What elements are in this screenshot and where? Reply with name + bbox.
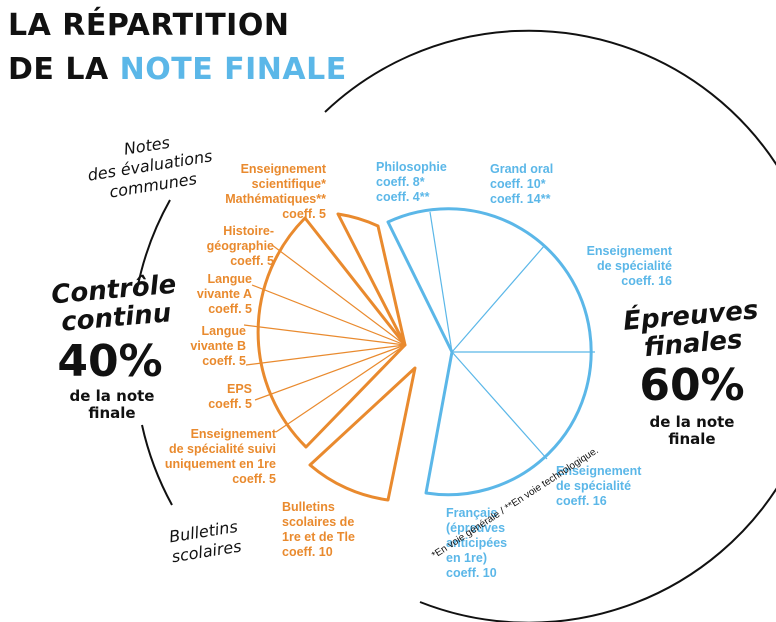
item-line: coeff. 16 [556, 494, 607, 508]
finales-item-philosophie: Philosophie coeff. 8* coeff. 4** [376, 160, 486, 205]
continu-item-bulletins: Bulletins scolaires de 1re et de Tle coe… [282, 500, 402, 560]
item-line: EPS [226, 382, 252, 396]
item-line: Bulletins [282, 500, 335, 514]
finales-pie [386, 207, 593, 497]
item-line: coeff. 5 [208, 397, 252, 411]
finales-item-grand-oral: Grand oral coeff. 10* coeff. 14** [490, 162, 600, 207]
title-line-2-prefix: DE LA [8, 52, 120, 87]
continu-arc-bottom [141, 424, 173, 506]
outer-circle-arc [324, 29, 776, 622]
item-line: Mathématiques** [225, 192, 326, 206]
item-line: de spécialité [556, 479, 632, 493]
title-line-2-highlight: NOTE FINALE [119, 52, 347, 87]
bulletins-slice [308, 366, 417, 502]
item-line: de spécialité suivi [169, 442, 276, 456]
item-line: Enseignement [586, 244, 672, 258]
finales-pie-dividers [429, 211, 595, 460]
item-line: géographie [206, 239, 274, 253]
item-line: scientifique* [251, 177, 326, 191]
item-line: scolaires de [282, 515, 355, 529]
continu-sub: de la note finale [52, 388, 172, 422]
finales-item-specialite-1: Enseignement de spécialité coeff. 16 [562, 244, 672, 289]
continu-percent: 40% [57, 336, 163, 387]
page-title: LA RÉPARTITION DE LA NOTE FINALE [8, 4, 347, 92]
item-line: coeff. 5 [230, 254, 274, 268]
finales-sub-line: finale [668, 430, 716, 448]
finales-percent: 60% [639, 360, 745, 411]
finales-item-specialite-2: Enseignement de spécialité coeff. 16 [556, 464, 666, 509]
item-line: 1re et de Tle [282, 530, 355, 544]
title-line-1: LA RÉPARTITION [8, 8, 290, 43]
continu-item-lv-b: Langue vivante B coeff. 5 [150, 324, 246, 369]
item-line: Langue [207, 272, 252, 286]
continu-sub-line: finale [88, 404, 136, 422]
item-line: Grand oral [490, 162, 554, 176]
item-line: coeff. 10 [282, 545, 333, 559]
title-line-2: DE LA NOTE FINALE [8, 48, 347, 92]
item-line: Philosophie [376, 160, 447, 174]
continu-pie-dividers [243, 244, 406, 433]
item-line: Enseignement [556, 464, 642, 478]
continu-item-lv-a: Langue vivante A coeff. 5 [160, 272, 252, 317]
finales-sub: de la note finale [632, 414, 752, 448]
item-line: coeff. 5 [208, 302, 252, 316]
item-line: Français [446, 506, 498, 520]
item-line: Langue [201, 324, 246, 338]
item-line: coeff. 16 [621, 274, 672, 288]
item-line: Enseignement [240, 162, 326, 176]
item-line: coeff. 10* [490, 177, 546, 191]
continu-pie [256, 212, 407, 449]
item-line: (épreuves [446, 521, 506, 535]
item-line: coeff. 5 [202, 354, 246, 368]
item-line: coeff. 14** [490, 192, 551, 206]
continu-item-histoire-geo: Histoire- géographie coeff. 5 [176, 224, 274, 269]
continu-item-eps: EPS coeff. 5 [160, 382, 252, 412]
item-line: vivante A [196, 287, 252, 301]
item-line: vivante B [190, 339, 246, 353]
item-line: de spécialité [596, 259, 672, 273]
item-line: coeff. 5 [232, 472, 276, 486]
item-line: coeff. 10 [446, 566, 497, 580]
continu-arc-top [136, 199, 171, 291]
finales-sub-line: de la note [649, 413, 735, 431]
item-line: Histoire- [223, 224, 274, 238]
item-line: anticipées [446, 536, 508, 550]
item-line: coeff. 8* [376, 175, 425, 189]
item-line: coeff. 4** [376, 190, 430, 204]
continu-item-specialite-1re: Enseignement de spécialité suivi uniquem… [130, 427, 276, 487]
finales-item-francais: Français (épreuves anticipées en 1re) co… [446, 506, 556, 581]
item-line: en 1re) [446, 551, 487, 565]
continu-sub-line: de la note [69, 387, 155, 405]
continu-item-ens-scientifique: Enseignement scientifique* Mathématiques… [200, 162, 326, 222]
item-line: coeff. 5 [282, 207, 326, 221]
item-line: uniquement en 1re [164, 457, 276, 471]
item-line: Enseignement [190, 427, 276, 441]
